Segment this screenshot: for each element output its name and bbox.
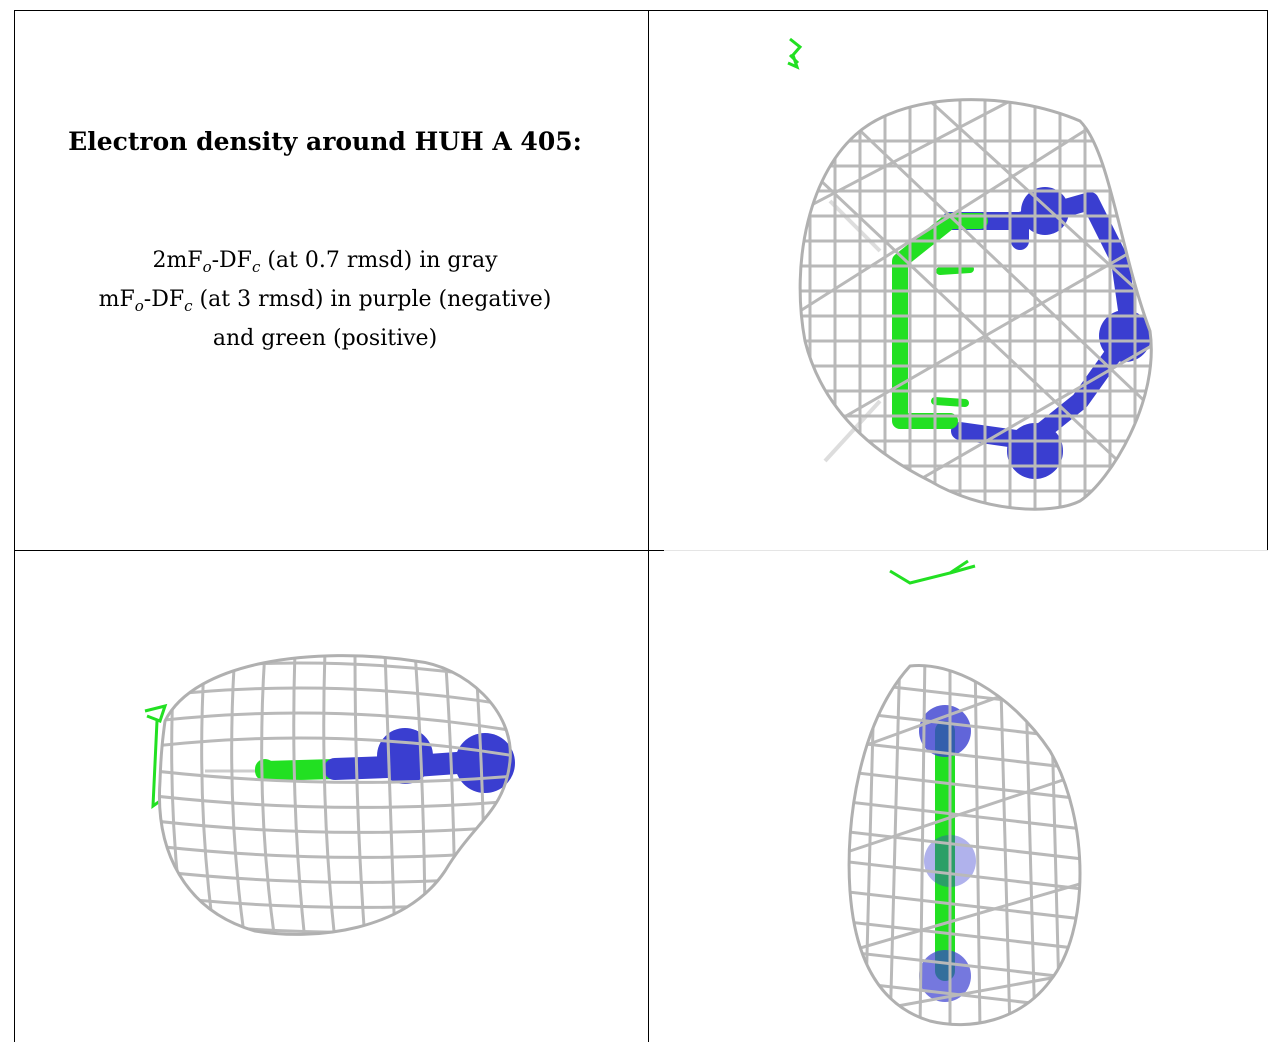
positive-density-fragment-left <box>144 703 168 810</box>
density-render-top-right <box>787 37 1153 511</box>
positive-density-fragment-bottom-right <box>889 559 976 585</box>
frame-right-line <box>1267 10 1268 550</box>
density-view-top-right <box>650 11 1267 550</box>
mesh-2fofc-top-right <box>800 99 1152 510</box>
caption-panel: Electron density around HUH A 405: 2mFo-… <box>14 0 636 540</box>
mesh-outline-bottom-left <box>157 654 512 936</box>
frame-middle-horizontal-line-mid <box>636 550 664 551</box>
ligand-sticks-bottom-right <box>919 705 976 1002</box>
frame-center-vertical-line <box>648 10 649 1042</box>
figure-title: Electron density around HUH A 405: <box>68 127 582 156</box>
map-2fofc-legend: 2mFo-DFc (at 0.7 rmsd) in gray <box>152 248 498 276</box>
map-fofc-legend: mFo-DFc (at 3 rmsd) in purple (negative) <box>98 287 552 315</box>
frame-middle-horizontal-line-right <box>664 550 1268 551</box>
frame-middle-horizontal-line-left <box>14 550 636 551</box>
density-render-bottom-right <box>847 559 1082 1027</box>
mesh-outline-top-right <box>798 98 1153 511</box>
mesh-2fofc-bottom-left <box>159 655 511 935</box>
mesh-outline-bottom-right <box>847 663 1082 1027</box>
density-render-bottom-left <box>144 654 515 936</box>
mesh-2fofc-bottom-right <box>849 665 1080 1025</box>
map-fofc-legend-line3: and green (positive) <box>212 326 438 351</box>
frame-left-line <box>14 10 15 1042</box>
density-view-bottom-right <box>650 551 1267 1042</box>
frame-top-line <box>14 10 1268 11</box>
positive-density-fragment-top <box>787 37 803 70</box>
density-view-bottom-left <box>15 551 648 1042</box>
